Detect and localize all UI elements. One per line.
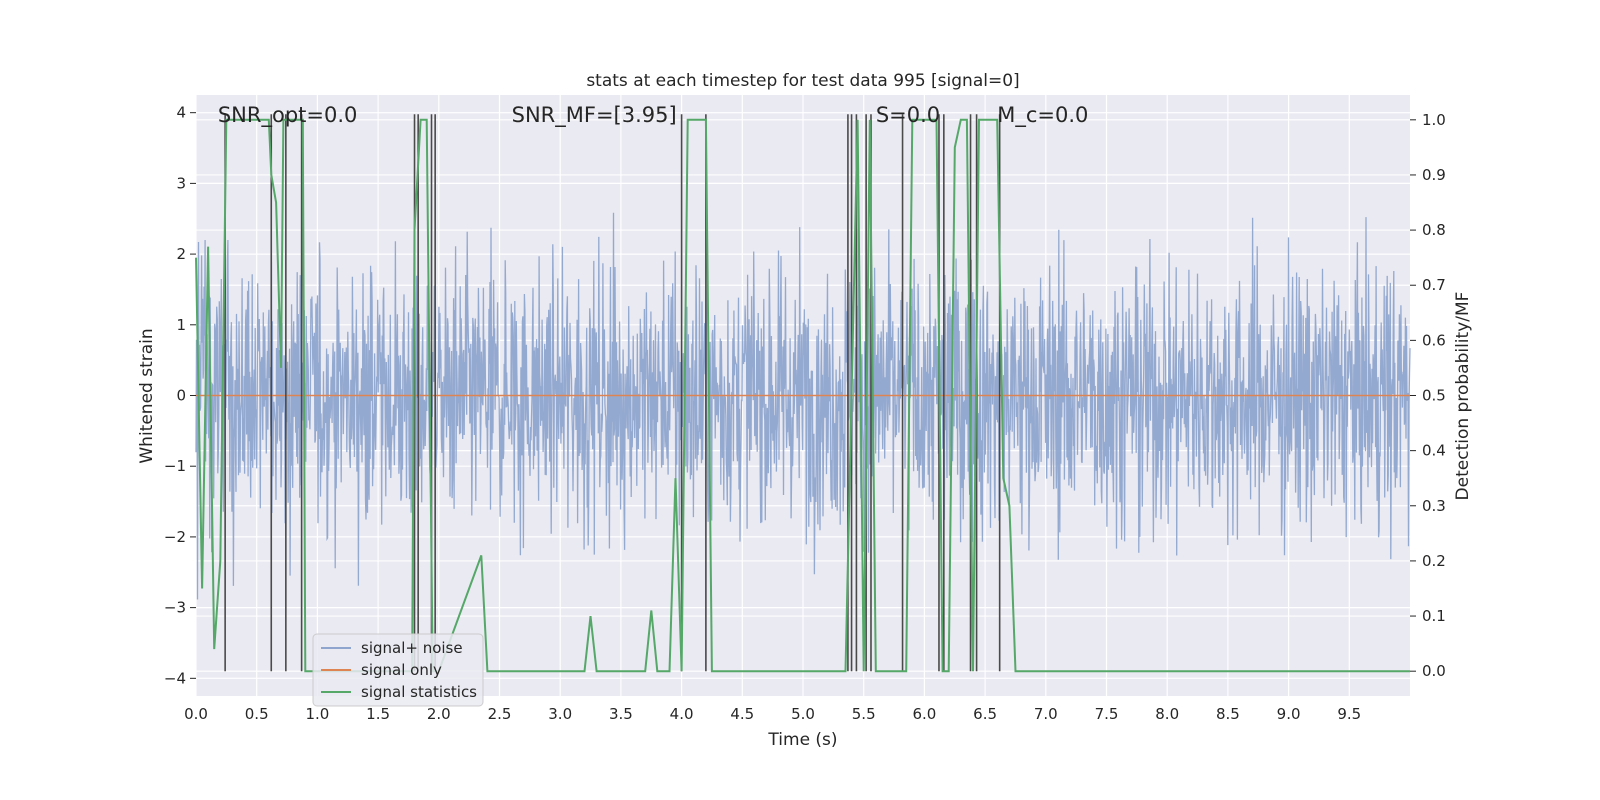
- y-tick-label: −2: [164, 528, 186, 546]
- y2-axis-ticks: 0.0 0.1 0.2 0.3 0.4 0.5 0.6 0.7 0.8 0.9 1.0: [1410, 111, 1446, 680]
- x-tick-label: 9.5: [1337, 705, 1361, 723]
- y2-tick-label: 0.4: [1422, 442, 1446, 460]
- x-tick-label: 1.0: [305, 705, 329, 723]
- x-tick-label: 0.0: [184, 705, 208, 723]
- y2-tick-label: 0.6: [1422, 331, 1446, 349]
- x-tick-label: 7.0: [1034, 705, 1058, 723]
- annotation-label: S=0.0: [876, 103, 940, 127]
- x-tick-label: 6.0: [912, 705, 936, 723]
- chart-title: stats at each timestep for test data 995…: [586, 71, 1019, 91]
- y-tick-label: 3: [176, 174, 186, 192]
- x-tick-label: 1.5: [366, 705, 390, 723]
- x-tick-label: 2.5: [488, 705, 512, 723]
- y-tick-label: 2: [176, 245, 186, 263]
- x-tick-label: 5.5: [852, 705, 876, 723]
- statistics-line: [195, 118, 1410, 673]
- annotation-label: M_c=0.0: [997, 103, 1088, 128]
- x-tick-label: 3.5: [609, 705, 633, 723]
- legend-label: signal only: [361, 661, 442, 679]
- annotations: SNR_opt=0.0 SNR_MF=[3.95] S=0.0 M_c=0.0: [218, 103, 1089, 128]
- x-tick-label: 9.0: [1277, 705, 1301, 723]
- x-tick-label: 0.5: [245, 705, 269, 723]
- y2-tick-label: 0.0: [1422, 662, 1446, 680]
- y-tick-label: 4: [176, 104, 186, 122]
- y2-tick-label: 0.7: [1422, 276, 1446, 294]
- annotation-label: SNR_opt=0.0: [218, 103, 358, 128]
- legend-label: signal statistics: [361, 683, 477, 701]
- x-tick-label: 2.0: [427, 705, 451, 723]
- y-axis-label: Whitened strain: [137, 328, 157, 463]
- y2-axis-label: Detection probability/MF: [1453, 292, 1473, 501]
- legend: signal+ noise signal only signal statistic…: [312, 633, 484, 707]
- y-axis-ticks: −4 −3 −2 −1 0 1 2 3 4: [164, 104, 196, 687]
- legend-label: signal+ noise: [361, 639, 463, 657]
- y2-tick-label: 0.8: [1422, 221, 1446, 239]
- y-tick-label: −4: [164, 669, 186, 687]
- x-tick-label: 3.0: [548, 705, 572, 723]
- x-tick-label: 8.5: [1216, 705, 1240, 723]
- y-tick-label: 0: [176, 387, 186, 405]
- y-tick-label: 1: [176, 316, 186, 334]
- y2-tick-label: 0.3: [1422, 497, 1446, 515]
- y2-tick-label: 0.5: [1422, 387, 1446, 405]
- y-tick-label: −1: [164, 457, 186, 475]
- x-tick-label: 4.0: [670, 705, 694, 723]
- y2-tick-label: 1.0: [1422, 111, 1446, 129]
- y2-tick-label: 0.2: [1422, 552, 1446, 570]
- x-tick-label: 5.0: [791, 705, 815, 723]
- x-tick-label: 4.5: [730, 705, 754, 723]
- x-tick-label: 8.0: [1155, 705, 1179, 723]
- series-signal-noise: [195, 212, 1411, 600]
- y2-tick-label: 0.9: [1422, 166, 1446, 184]
- legend-box: [312, 633, 484, 707]
- x-axis-ticks: 0.0 0.5 1.0 1.5 2.0 2.5 3.0 3.5 4.0 4.5 5.0 5.5 6.0 6…: [184, 705, 1361, 723]
- noise-line: [195, 212, 1411, 600]
- x-tick-label: 7.5: [1095, 705, 1119, 723]
- x-axis-label: Time (s): [767, 730, 837, 750]
- annotation-label: SNR_MF=[3.95]: [512, 103, 677, 128]
- y2-tick-label: 0.1: [1422, 607, 1446, 625]
- x-tick-label: 6.5: [973, 705, 997, 723]
- y-tick-label: −3: [164, 599, 186, 617]
- series-signal-statistics: [195, 118, 1410, 673]
